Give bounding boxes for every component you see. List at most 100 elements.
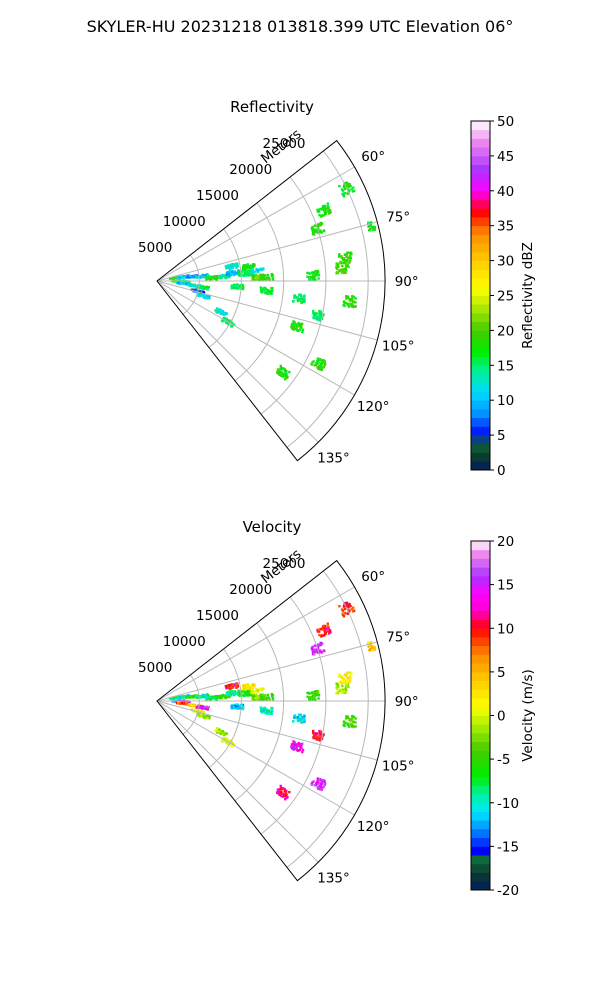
echo-gate [233,693,236,697]
echo-gate [223,733,226,737]
echo-gate [219,312,222,315]
echo-gate [342,195,346,198]
echo-gate [266,693,269,697]
echo-gate [347,685,350,689]
echo-gate [220,696,223,699]
echo-gate [244,694,247,697]
echo-gate [230,705,233,708]
echo-gate [290,323,294,326]
echo-gate [372,225,375,228]
echo-gate [290,745,293,748]
echo-gate [279,794,283,797]
echo-gate [299,742,302,746]
echo-gate [195,286,198,289]
echo-gate [246,274,250,277]
echo-gate [338,253,341,256]
echo-gate [270,272,273,276]
colorbar-segment [471,863,490,873]
echo-gate [229,272,233,275]
echo-gate [185,276,188,279]
echo-gate [184,282,188,285]
echo-gate [314,273,317,277]
echo-gate [180,276,183,279]
echo-gate [181,701,184,705]
colorbar-segment [471,199,490,209]
echo-gate [322,733,325,736]
echo-gate [202,296,205,299]
echo-gate [195,695,198,698]
echo-gate [311,275,314,279]
echo-gate [195,275,198,278]
echo-gate [351,298,354,301]
echo-gate [241,707,245,711]
echo-gate [313,653,316,656]
echo-gate [299,322,302,326]
echo-gate [320,231,323,234]
echo-gate [207,706,210,709]
echo-gate [208,717,211,720]
echo-gate [316,777,319,780]
colorbar-segment [471,321,490,331]
echo-gate [181,281,184,285]
echo-gate [336,263,339,267]
colorbar-segment [471,654,490,664]
echo-gate [351,716,354,719]
echo-gate [206,695,209,699]
echo-gate [233,690,237,693]
echo-gate [263,274,267,277]
colorbar-tick-label: -15 [497,839,519,855]
echo-gate [226,739,229,743]
echo-gate [316,226,320,229]
echo-gate [246,270,249,274]
echo-gate [242,270,246,273]
azimuth-spoke [156,280,355,396]
colorbar-segment [471,216,490,227]
echo-gate [314,278,317,282]
colorbar-segment [471,129,490,139]
echo-gate [348,603,351,606]
echo-gate [321,628,324,631]
echo-gate [346,716,350,719]
echo-gate [284,798,287,801]
echo-cluster [292,713,306,724]
colorbar-tick-label: 5 [497,665,506,681]
colorbar-segment [471,182,490,192]
colorbar-tick-label: 20 [497,323,514,339]
echo-gate [223,313,226,317]
echo-gate [310,271,314,274]
echo-gate [279,371,282,374]
echo-gate [277,790,281,794]
echo-gate [276,790,279,794]
echo-gate [230,325,233,328]
echo-gate [192,288,196,291]
echo-gate [320,360,324,363]
echo-gate [312,731,315,734]
panel-title: Velocity [243,518,302,536]
echo-gate [321,779,325,782]
echo-gate [266,289,269,292]
echo-gate [233,273,236,277]
colorbar-segment [471,785,490,795]
echo-cluster [196,292,211,300]
echo-gate [251,263,255,266]
echo-gate [242,706,245,709]
echo-gate [344,268,348,272]
echo-gate [250,270,253,273]
echo-cluster [334,261,350,275]
echo-gate [322,365,326,369]
colorbar-tick-label: -20 [497,883,519,899]
echo-gate [219,732,222,735]
echo-gate [253,270,256,273]
colorbar-segment [471,881,490,891]
echo-gate [233,703,236,707]
azimuth-spoke [156,700,355,816]
colorbar-segment [471,190,490,200]
echo-gate [354,717,357,720]
echo-gate [225,322,229,325]
echo-gate [201,285,204,288]
echo-gate [314,650,318,653]
echo-gate [319,310,323,313]
polar-grid [156,570,385,868]
echo-gate [176,696,179,700]
echo-gate [350,253,353,256]
